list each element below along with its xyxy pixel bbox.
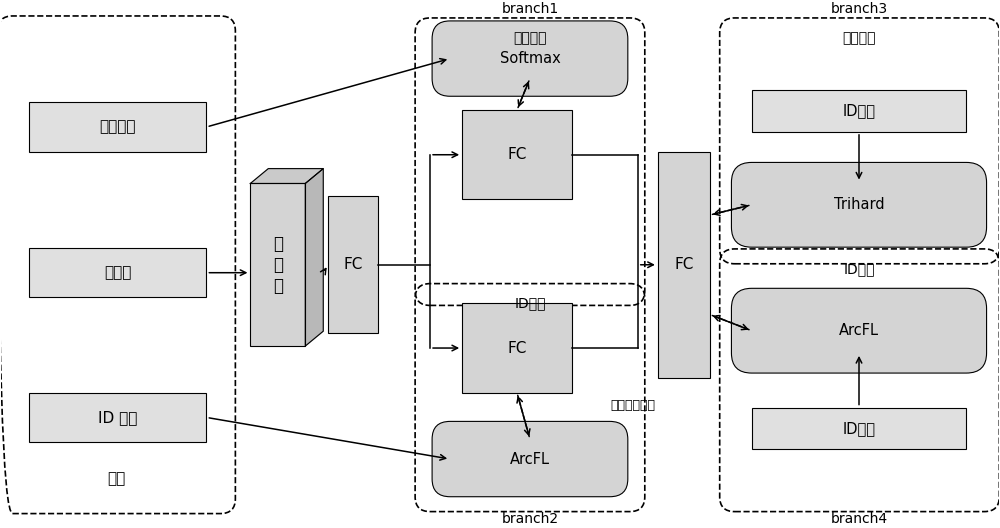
Text: ArcFL: ArcFL bbox=[839, 323, 879, 338]
FancyBboxPatch shape bbox=[752, 90, 966, 132]
Text: FC: FC bbox=[344, 257, 363, 272]
FancyBboxPatch shape bbox=[29, 248, 206, 297]
FancyBboxPatch shape bbox=[250, 184, 305, 346]
FancyBboxPatch shape bbox=[462, 304, 572, 393]
Polygon shape bbox=[250, 168, 323, 184]
FancyBboxPatch shape bbox=[731, 163, 987, 247]
Text: ID学习: ID学习 bbox=[514, 296, 546, 310]
FancyBboxPatch shape bbox=[328, 196, 378, 333]
FancyBboxPatch shape bbox=[432, 421, 628, 497]
Text: 卷
积
层: 卷 积 层 bbox=[273, 235, 283, 295]
Text: 输入: 输入 bbox=[107, 472, 126, 486]
Text: ArcFL: ArcFL bbox=[510, 451, 550, 467]
Text: 网络输出特征: 网络输出特征 bbox=[610, 399, 655, 412]
Text: 属性标签: 属性标签 bbox=[99, 119, 136, 135]
Text: branch3: branch3 bbox=[831, 2, 888, 16]
Text: 属性学习: 属性学习 bbox=[513, 31, 547, 45]
Text: FC: FC bbox=[674, 257, 693, 272]
Text: 样本集: 样本集 bbox=[104, 265, 131, 280]
Text: Trihard: Trihard bbox=[834, 197, 884, 212]
Text: Softmax: Softmax bbox=[500, 51, 560, 66]
Text: ID 标签: ID 标签 bbox=[98, 410, 137, 425]
Text: branch1: branch1 bbox=[501, 2, 559, 16]
Text: 度量学习: 度量学习 bbox=[843, 31, 876, 45]
Text: ID学习: ID学习 bbox=[844, 262, 875, 276]
Polygon shape bbox=[305, 168, 323, 346]
Text: branch4: branch4 bbox=[831, 512, 888, 525]
FancyBboxPatch shape bbox=[731, 288, 987, 373]
FancyBboxPatch shape bbox=[29, 393, 206, 442]
FancyBboxPatch shape bbox=[29, 102, 206, 152]
Text: ID标签: ID标签 bbox=[843, 103, 876, 119]
Text: ID标签: ID标签 bbox=[843, 421, 876, 436]
FancyBboxPatch shape bbox=[462, 110, 572, 200]
Text: FC: FC bbox=[507, 147, 527, 162]
FancyBboxPatch shape bbox=[752, 408, 966, 449]
FancyBboxPatch shape bbox=[432, 21, 628, 96]
Text: FC: FC bbox=[507, 341, 527, 355]
Text: branch2: branch2 bbox=[501, 512, 559, 525]
FancyBboxPatch shape bbox=[658, 152, 710, 378]
